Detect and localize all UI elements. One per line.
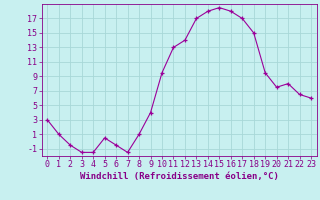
X-axis label: Windchill (Refroidissement éolien,°C): Windchill (Refroidissement éolien,°C) (80, 172, 279, 181)
